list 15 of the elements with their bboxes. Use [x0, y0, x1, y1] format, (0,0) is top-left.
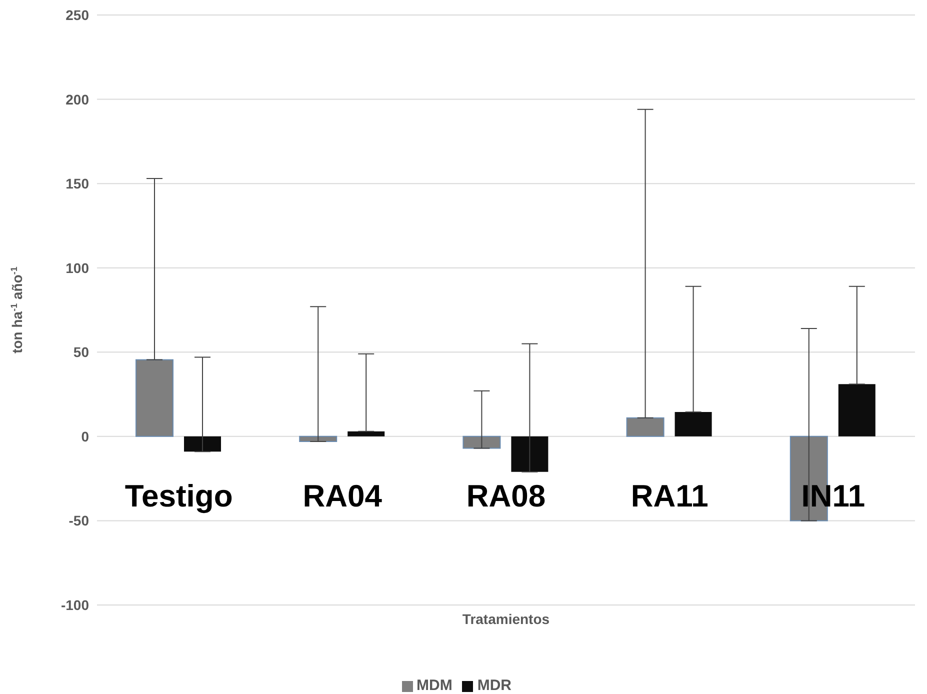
x-tick-label: RA08 [466, 478, 546, 514]
y-tick-label: 150 [66, 176, 90, 192]
x-tick-label: RA04 [302, 478, 383, 514]
x-tick-label: RA11 [630, 478, 708, 514]
y-tick-label: -100 [60, 596, 90, 613]
legend-label: MDR [477, 677, 512, 694]
y-tick-label: 250 [66, 6, 90, 23]
y-tick-label: 200 [66, 91, 90, 108]
y-tick-label: 0 [81, 428, 90, 444]
legend-label: MDM [416, 677, 452, 694]
x-axis-title: Tratamientos [462, 610, 550, 627]
y-tick-label: 100 [66, 260, 90, 276]
y-tick-label: 50 [73, 344, 90, 360]
x-tick-label: Testigo [124, 478, 233, 514]
y-tick-label: -50 [68, 512, 90, 529]
